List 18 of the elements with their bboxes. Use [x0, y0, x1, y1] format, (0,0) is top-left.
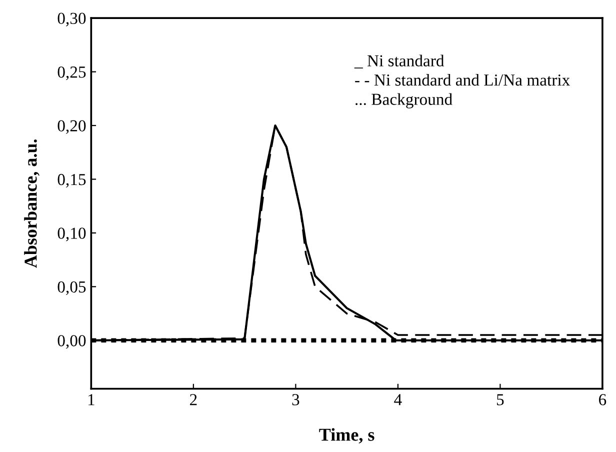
- x-tick-label: 3: [292, 394, 300, 406]
- y-tick-label: 0,20: [58, 120, 86, 134]
- y-tick-label: 0,25: [58, 66, 86, 80]
- x-tick-label: 1: [88, 394, 94, 406]
- annotation: - - Ni standard and Li/Na matrix: [355, 74, 570, 86]
- x-tick-label: 6: [598, 394, 606, 406]
- annotation: _ Ni standard: [354, 54, 444, 68]
- annotation: ... Background: [356, 93, 452, 108]
- y-tick-label: 0,15: [58, 174, 86, 188]
- y-axis-title: Absorbance, a.u.: [24, 139, 40, 268]
- x-axis-title: Time, s: [319, 428, 374, 444]
- x-tick-label: 2: [190, 394, 197, 406]
- y-tick-label: 0,30: [58, 12, 86, 26]
- x-tick-label: 5: [496, 394, 504, 406]
- y-tick-label: 0,00: [58, 335, 86, 349]
- x-tick-label: 4: [394, 394, 402, 406]
- y-tick-label: 0,10: [58, 228, 86, 242]
- y-tick-label: 0,05: [58, 281, 86, 296]
